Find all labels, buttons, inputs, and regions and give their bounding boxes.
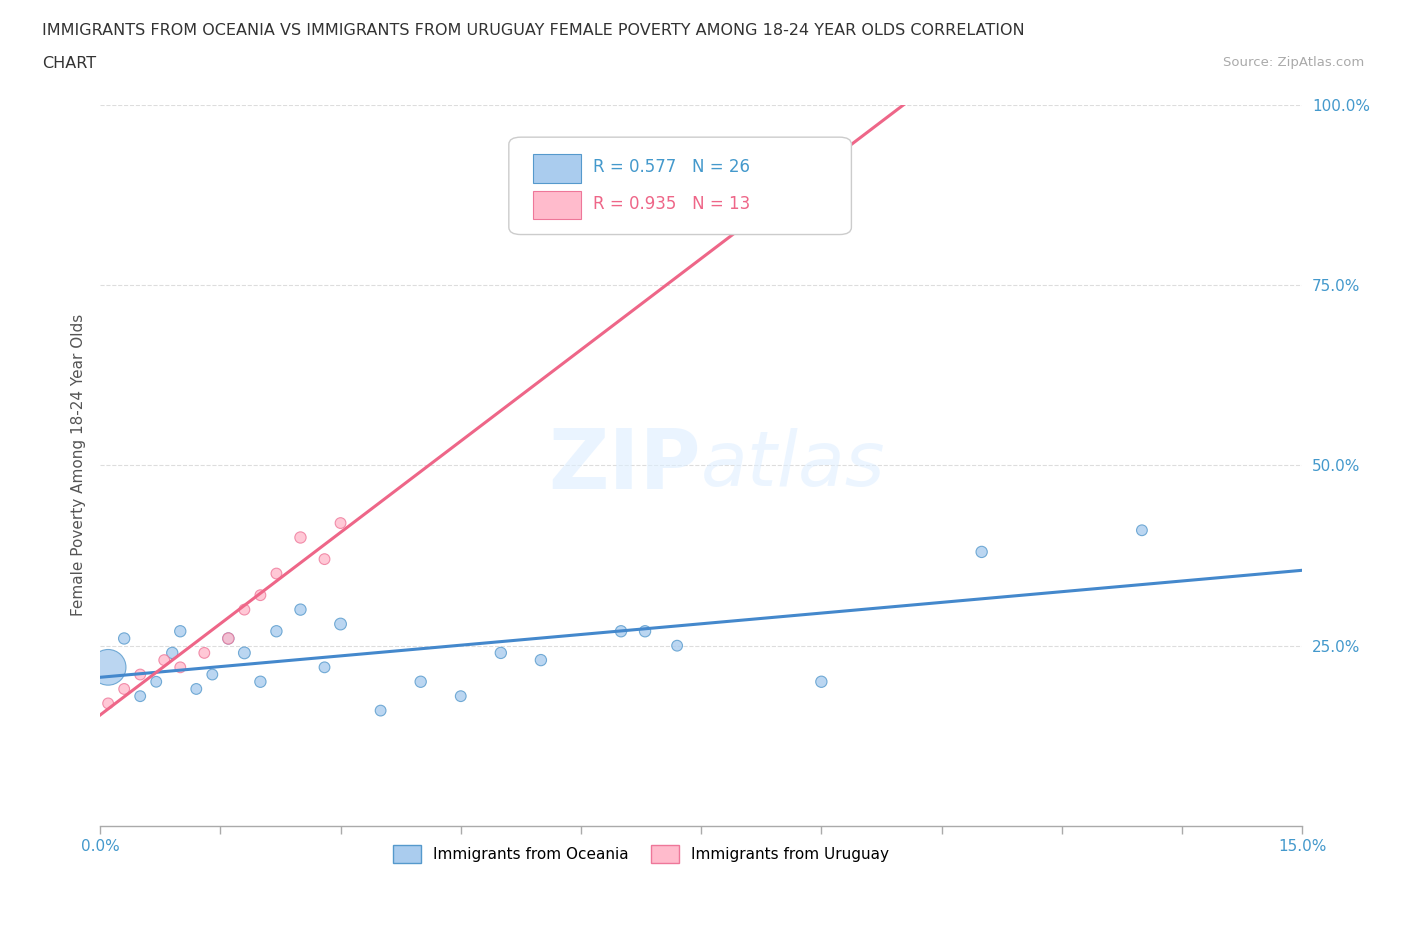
Point: [266, 566, 288, 581]
Point: [217, 631, 239, 646]
Point: [249, 588, 271, 603]
Point: [233, 603, 256, 618]
Point: [266, 624, 288, 639]
Point: [169, 624, 191, 639]
Point: [162, 645, 184, 660]
Point: [193, 645, 215, 660]
Point: [129, 667, 152, 682]
Point: [169, 660, 191, 675]
Point: [112, 631, 135, 646]
Point: [314, 660, 336, 675]
Point: [1130, 523, 1153, 538]
FancyBboxPatch shape: [509, 137, 852, 234]
Point: [290, 530, 312, 545]
Legend: Immigrants from Oceania, Immigrants from Uruguay: Immigrants from Oceania, Immigrants from…: [387, 839, 896, 869]
Point: [233, 645, 256, 660]
Point: [290, 603, 312, 618]
Point: [370, 703, 392, 718]
Point: [329, 515, 352, 530]
Text: R = 0.935   N = 13: R = 0.935 N = 13: [593, 194, 751, 213]
Point: [186, 682, 208, 697]
Point: [97, 660, 120, 675]
Point: [666, 638, 689, 653]
Text: Source: ZipAtlas.com: Source: ZipAtlas.com: [1223, 56, 1364, 69]
Point: [610, 624, 633, 639]
Point: [249, 674, 271, 689]
Text: ZIP: ZIP: [548, 425, 702, 506]
Point: [97, 696, 120, 711]
Point: [970, 544, 993, 559]
Point: [153, 653, 176, 668]
Point: [634, 624, 657, 639]
Point: [530, 653, 553, 668]
Text: atlas: atlas: [702, 429, 886, 502]
Text: R = 0.577   N = 26: R = 0.577 N = 26: [593, 158, 749, 177]
Point: [450, 689, 472, 704]
Point: [810, 674, 832, 689]
Point: [329, 617, 352, 631]
Point: [145, 674, 167, 689]
Text: IMMIGRANTS FROM OCEANIA VS IMMIGRANTS FROM URUGUAY FEMALE POVERTY AMONG 18-24 YE: IMMIGRANTS FROM OCEANIA VS IMMIGRANTS FR…: [42, 23, 1025, 38]
Point: [112, 682, 135, 697]
Point: [201, 667, 224, 682]
Y-axis label: Female Poverty Among 18-24 Year Olds: Female Poverty Among 18-24 Year Olds: [72, 314, 86, 617]
Point: [489, 645, 512, 660]
Point: [129, 689, 152, 704]
Text: CHART: CHART: [42, 56, 96, 71]
Point: [314, 551, 336, 566]
Bar: [533, 154, 581, 183]
Point: [409, 674, 432, 689]
Point: [217, 631, 239, 646]
Bar: [533, 191, 581, 219]
